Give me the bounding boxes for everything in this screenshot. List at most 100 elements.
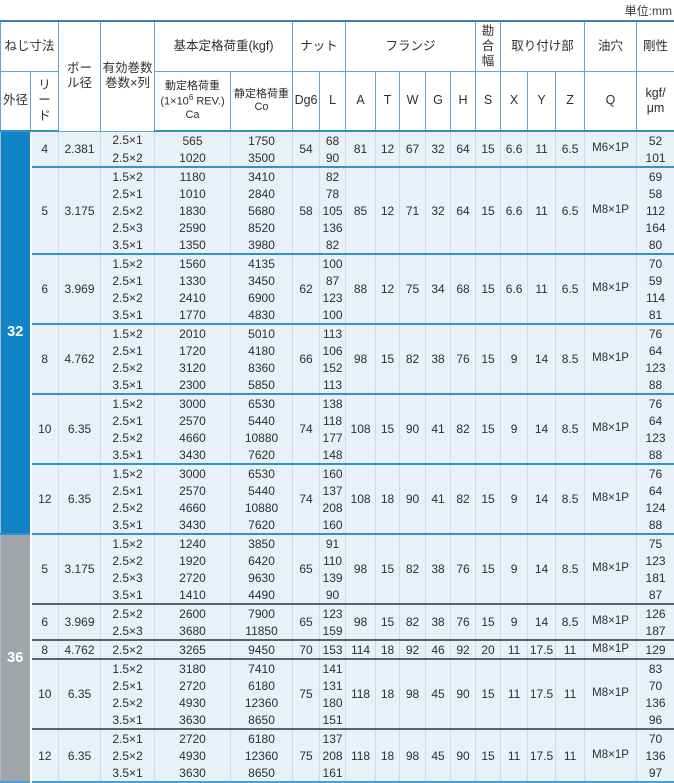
cell-static-load-co: 4830: [231, 306, 293, 324]
cell-t: 18: [376, 640, 400, 659]
cell-ball-diameter: 3.969: [59, 254, 101, 324]
cell-rigidity: 87: [637, 586, 674, 604]
cell-l: 123: [320, 604, 346, 622]
cell-ball-diameter: 6.35: [59, 659, 101, 729]
cell-x: 9: [501, 324, 528, 394]
cell-z: 11: [556, 659, 585, 729]
cell-turns: 2.5×1: [101, 131, 155, 149]
cell-static-load-co: 7900: [231, 604, 293, 622]
cell-g: 38: [426, 324, 451, 394]
cell-ball-diameter: 6.35: [59, 729, 101, 782]
cell-dynamic-load-ca: 1330: [155, 272, 231, 289]
cell-l: 113: [320, 324, 346, 342]
cell-static-load-co: 8650: [231, 764, 293, 782]
cell-z: 8.5: [556, 464, 585, 534]
cell-z: 6.5: [556, 131, 585, 167]
cell-y: 14: [528, 534, 556, 604]
cell-l: 90: [320, 149, 346, 167]
spec-table: ねじ寸法 ボール径 有効巻数巻数×列 基本定格荷重(kgf) ナット フランジ …: [0, 20, 674, 783]
cell-dynamic-load-ca: 2720: [155, 569, 231, 586]
cell-s: 15: [476, 324, 501, 394]
cell-static-load-co: 1750: [231, 131, 293, 149]
cell-static-load-co: 6420: [231, 552, 293, 569]
cell-h: 76: [451, 604, 476, 640]
cell-lead: 8: [31, 640, 59, 659]
cell-x: 9: [501, 534, 528, 604]
cell-dg6: 66: [293, 324, 320, 394]
cell-rigidity: 58: [637, 185, 674, 202]
cell-l: 123: [320, 289, 346, 306]
table-header: ねじ寸法 ボール径 有効巻数巻数×列 基本定格荷重(kgf) ナット フランジ …: [1, 21, 674, 131]
cell-a: 81: [346, 131, 376, 167]
cell-g: 41: [426, 464, 451, 534]
cell-turns: 3.5×1: [101, 516, 155, 534]
cell-g: 38: [426, 604, 451, 640]
cell-static-load-co: 4490: [231, 586, 293, 604]
cell-ball-diameter: 6.35: [59, 464, 101, 534]
cell-dynamic-load-ca: 2410: [155, 289, 231, 306]
cell-dynamic-load-ca: 3430: [155, 516, 231, 534]
cell-dynamic-load-ca: 1410: [155, 586, 231, 604]
cell-t: 15: [376, 324, 400, 394]
cell-t: 18: [376, 729, 400, 782]
cell-rigidity: 101: [637, 149, 674, 167]
cell-dynamic-load-ca: 2600: [155, 604, 231, 622]
cell-y: 17.5: [528, 729, 556, 782]
cell-l: 87: [320, 272, 346, 289]
cell-z: 8.5: [556, 394, 585, 464]
cell-l: 141: [320, 659, 346, 677]
cell-rigidity: 76: [637, 394, 674, 412]
cell-l: 137: [320, 729, 346, 747]
cell-q: M8×1P: [585, 394, 637, 464]
cell-dg6: 62: [293, 254, 320, 324]
cell-a: 88: [346, 254, 376, 324]
cell-y: 14: [528, 394, 556, 464]
cell-t: 12: [376, 131, 400, 167]
cell-rigidity: 83: [637, 659, 674, 677]
header-screw-dimensions: ねじ寸法: [1, 21, 59, 72]
cell-l: 82: [320, 167, 346, 185]
cell-w: 92: [400, 640, 426, 659]
cell-turns: 3.5×1: [101, 711, 155, 729]
cell-static-load-co: 6180: [231, 729, 293, 747]
cell-l: 160: [320, 516, 346, 534]
cell-static-load-co: 8650: [231, 711, 293, 729]
cell-dynamic-load-ca: 3430: [155, 446, 231, 464]
header-nut: ナット: [293, 21, 346, 72]
cell-w: 98: [400, 729, 426, 782]
cell-l: 110: [320, 552, 346, 569]
cell-dynamic-load-ca: 3630: [155, 764, 231, 782]
cell-static-load-co: 5850: [231, 376, 293, 394]
cell-l: 100: [320, 254, 346, 272]
cell-static-load-co: 9630: [231, 569, 293, 586]
cell-h: 76: [451, 534, 476, 604]
cell-y: 17.5: [528, 640, 556, 659]
cell-turns: 3.5×1: [101, 586, 155, 604]
cell-static-load-co: 6530: [231, 394, 293, 412]
cell-w: 90: [400, 394, 426, 464]
cell-t: 15: [376, 604, 400, 640]
cell-rigidity: 64: [637, 482, 674, 499]
cell-g: 38: [426, 534, 451, 604]
cell-h: 64: [451, 131, 476, 167]
cell-lead: 6: [31, 254, 59, 324]
cell-dg6: 70: [293, 640, 320, 659]
cell-a: 108: [346, 464, 376, 534]
cell-y: 14: [528, 464, 556, 534]
cell-rigidity: 112: [637, 202, 674, 219]
cell-g: 32: [426, 131, 451, 167]
cell-y: 11: [528, 167, 556, 254]
cell-q: M8×1P: [585, 534, 637, 604]
cell-turns: 1.5×2: [101, 464, 155, 482]
cell-l: 136: [320, 219, 346, 236]
cell-ball-diameter: 3.175: [59, 167, 101, 254]
cell-dg6: 75: [293, 659, 320, 729]
cell-t: 15: [376, 534, 400, 604]
cell-static-load-co: 2840: [231, 185, 293, 202]
cell-ball-diameter: 4.762: [59, 324, 101, 394]
cell-dynamic-load-ca: 4660: [155, 499, 231, 516]
cell-static-load-co: 10880: [231, 429, 293, 446]
